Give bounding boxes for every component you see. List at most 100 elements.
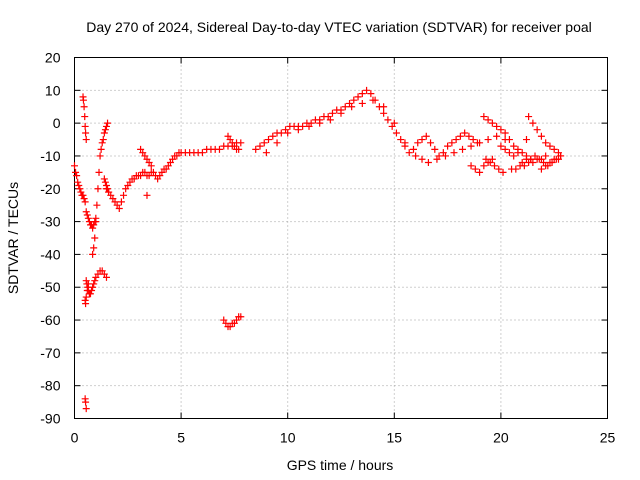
data-point bbox=[98, 139, 106, 147]
data-point bbox=[82, 208, 90, 216]
data-point bbox=[341, 103, 349, 111]
data-point bbox=[537, 165, 545, 173]
data-point bbox=[316, 119, 324, 127]
data-point bbox=[82, 398, 90, 406]
data-point bbox=[518, 149, 526, 157]
data-point bbox=[499, 168, 507, 176]
data-point bbox=[91, 234, 99, 242]
data-point bbox=[529, 119, 537, 127]
data-point bbox=[102, 273, 110, 281]
x-tick-label: 10 bbox=[280, 430, 296, 446]
data-point bbox=[518, 159, 526, 167]
data-point bbox=[557, 152, 565, 160]
data-point bbox=[84, 214, 92, 222]
data-point bbox=[299, 122, 307, 130]
data-point bbox=[444, 142, 452, 150]
data-point bbox=[97, 145, 105, 153]
data-point bbox=[75, 181, 83, 189]
data-point bbox=[514, 145, 522, 153]
data-point bbox=[497, 126, 505, 134]
data-point bbox=[101, 126, 109, 134]
y-tick-label: 20 bbox=[45, 50, 61, 66]
data-point bbox=[89, 283, 97, 291]
data-point bbox=[431, 145, 439, 153]
x-tick-label: 20 bbox=[493, 430, 509, 446]
data-point bbox=[90, 244, 98, 252]
x-tick-label: 25 bbox=[600, 430, 616, 446]
data-point bbox=[450, 149, 458, 157]
data-point bbox=[252, 145, 260, 153]
data-point bbox=[89, 250, 97, 258]
data-point bbox=[79, 96, 87, 104]
data-point bbox=[99, 136, 107, 144]
data-point bbox=[262, 149, 270, 157]
data-point bbox=[117, 198, 125, 206]
data-point bbox=[542, 162, 550, 170]
data-point bbox=[237, 139, 245, 147]
data-point bbox=[354, 93, 362, 101]
data-point bbox=[294, 126, 302, 134]
data-point bbox=[476, 168, 484, 176]
data-point bbox=[83, 287, 91, 295]
data-point bbox=[505, 136, 513, 144]
data-point bbox=[542, 152, 550, 160]
data-point bbox=[550, 145, 558, 153]
data-point bbox=[427, 139, 435, 147]
data-point bbox=[95, 168, 103, 176]
data-point bbox=[448, 139, 456, 147]
y-tick-label: -70 bbox=[40, 345, 60, 361]
data-point bbox=[94, 185, 102, 193]
data-point bbox=[92, 218, 100, 226]
data-point bbox=[96, 152, 104, 160]
y-axis-label: SDTVAR / TECUs bbox=[5, 182, 21, 294]
data-point bbox=[82, 136, 90, 144]
data-point bbox=[120, 191, 128, 199]
y-tick-label: -20 bbox=[40, 181, 60, 197]
data-point bbox=[535, 155, 543, 163]
y-tick-label: 10 bbox=[45, 82, 61, 98]
data-point bbox=[115, 204, 123, 212]
data-point bbox=[542, 139, 550, 147]
data-point bbox=[358, 90, 366, 98]
data-point bbox=[510, 142, 518, 150]
data-point bbox=[390, 119, 398, 127]
data-point bbox=[422, 132, 430, 140]
data-point bbox=[418, 136, 426, 144]
data-point bbox=[147, 162, 155, 170]
data-point bbox=[488, 119, 496, 127]
data-point bbox=[484, 159, 492, 167]
data-point bbox=[284, 129, 292, 137]
data-point bbox=[501, 129, 509, 137]
x-tick-label: 5 bbox=[177, 430, 185, 446]
data-point bbox=[237, 313, 245, 321]
data-point bbox=[215, 145, 223, 153]
data-point bbox=[392, 129, 400, 137]
data-point bbox=[497, 142, 505, 150]
y-tick-label: -50 bbox=[40, 279, 60, 295]
data-point bbox=[277, 129, 285, 137]
data-point bbox=[305, 122, 313, 130]
data-point bbox=[102, 122, 110, 130]
data-point bbox=[484, 136, 492, 144]
data-point bbox=[367, 90, 375, 98]
data-point bbox=[510, 152, 518, 160]
data-point bbox=[93, 201, 101, 209]
data-point bbox=[480, 113, 488, 121]
data-point bbox=[86, 290, 94, 298]
data-point bbox=[260, 139, 268, 147]
data-point bbox=[82, 300, 90, 308]
plot-frame bbox=[74, 57, 608, 419]
data-point bbox=[380, 103, 388, 111]
data-point bbox=[476, 139, 484, 147]
data-point bbox=[350, 96, 358, 104]
data-point bbox=[433, 155, 441, 163]
data-point bbox=[525, 113, 533, 121]
data-point bbox=[546, 142, 554, 150]
data-point bbox=[495, 165, 503, 173]
data-point bbox=[265, 136, 273, 144]
data-point bbox=[527, 155, 535, 163]
data-point bbox=[471, 165, 479, 173]
data-point bbox=[326, 116, 334, 124]
data-point bbox=[456, 132, 464, 140]
